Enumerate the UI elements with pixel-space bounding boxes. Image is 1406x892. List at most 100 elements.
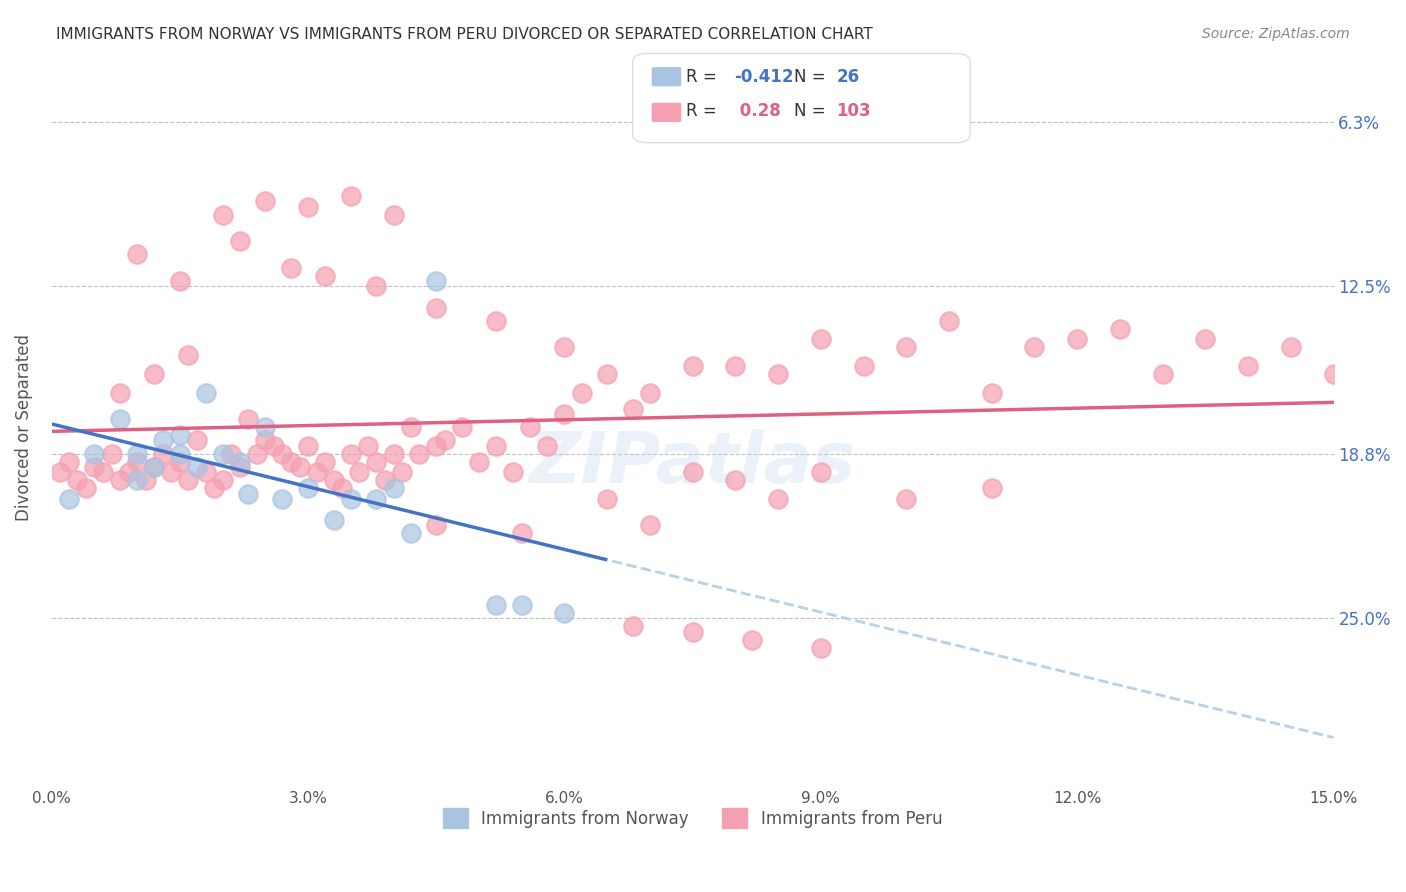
Point [211,208,233,222]
Point [810,466,832,480]
Point [305,466,328,480]
Text: N =: N = [794,103,825,120]
Text: 0.28: 0.28 [734,103,780,120]
Point [408,447,430,461]
Point [229,455,252,469]
Point [297,481,319,495]
Point [724,359,747,373]
Point [194,385,217,400]
Point [118,466,141,480]
Point [810,333,832,347]
Point [186,434,208,448]
Point [553,606,575,620]
Point [229,460,252,475]
Point [366,455,388,469]
Point [127,447,149,461]
Point [519,420,541,434]
Point [66,473,89,487]
Point [391,466,413,480]
Point [160,466,183,480]
Point [49,466,72,480]
Point [1237,359,1260,373]
Point [553,407,575,421]
Point [254,420,277,434]
Point [169,274,191,288]
Point [100,447,122,461]
Text: Source: ZipAtlas.com: Source: ZipAtlas.com [1202,27,1350,41]
Point [485,439,508,453]
Point [510,598,533,612]
Point [638,385,661,400]
Point [382,208,405,222]
Point [238,412,260,426]
Point [322,473,344,487]
Point [1279,341,1302,355]
Point [322,513,344,527]
Point [314,268,336,283]
Point [254,434,277,448]
Legend: Immigrants from Norway, Immigrants from Peru: Immigrants from Norway, Immigrants from … [436,801,949,835]
Point [127,455,149,469]
Text: R =: R = [686,68,723,86]
Point [596,491,619,506]
Point [229,234,252,248]
Point [596,367,619,381]
Point [135,473,157,487]
Point [238,486,260,500]
Y-axis label: Divorced or Separated: Divorced or Separated [15,334,32,521]
Point [571,385,593,400]
Point [433,434,456,448]
Point [810,640,832,655]
Point [152,447,174,461]
Point [374,473,396,487]
Point [340,447,363,461]
Point [451,420,474,434]
Point [485,314,508,328]
Point [263,439,285,453]
Text: 26: 26 [837,68,859,86]
Point [83,447,105,461]
Point [340,491,363,506]
Point [425,518,447,533]
Point [127,473,149,487]
Point [152,434,174,448]
Point [638,518,661,533]
Point [468,455,491,469]
Point [211,473,233,487]
Point [425,439,447,453]
Point [194,466,217,480]
Point [314,455,336,469]
Point [177,348,200,362]
Point [349,466,371,480]
Point [75,481,97,495]
Point [108,473,131,487]
Text: R =: R = [686,103,723,120]
Point [366,279,388,293]
Point [340,189,363,203]
Point [1194,333,1216,347]
Point [143,460,166,475]
Point [980,481,1002,495]
Point [1066,333,1088,347]
Point [766,367,789,381]
Text: ZIPatlas: ZIPatlas [529,428,856,498]
Point [1109,322,1132,336]
Point [724,473,747,487]
Point [366,491,388,506]
Point [169,455,191,469]
Point [127,247,149,261]
Point [425,274,447,288]
Point [280,455,302,469]
Point [766,491,789,506]
Point [330,481,353,495]
Point [682,466,704,480]
Point [83,460,105,475]
Point [896,491,918,506]
Point [621,619,644,633]
Point [271,491,294,506]
Point [980,385,1002,400]
Point [553,341,575,355]
Point [510,526,533,541]
Text: -0.412: -0.412 [734,68,793,86]
Point [177,473,200,487]
